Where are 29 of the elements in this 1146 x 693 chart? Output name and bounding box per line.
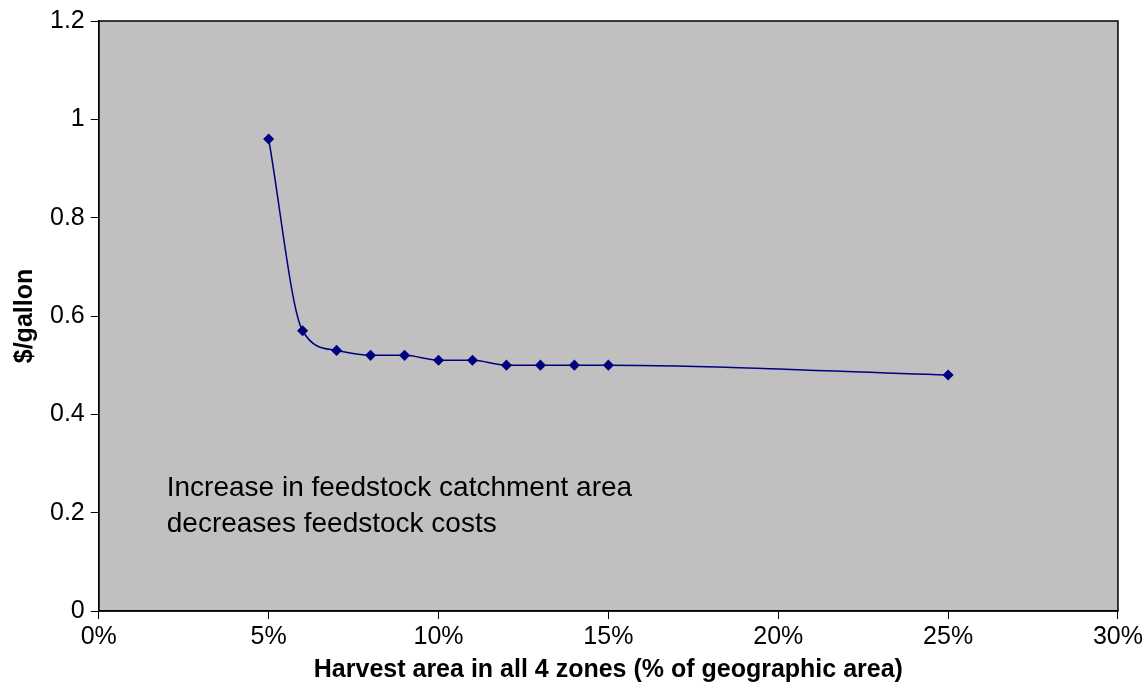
point [501,359,512,371]
y-tick-label: 0.8 [49,201,85,230]
x-tick-label: 5% [250,620,287,649]
point [942,369,954,381]
x-axis-title: Harvest area in all 4 zones (% of geographic area) [313,653,903,682]
point [297,325,308,336]
y-axis-title: $/gallon [8,268,37,364]
point [263,133,274,145]
y-tick-label: 0.6 [49,299,85,328]
point [603,359,614,371]
point [365,350,376,361]
x-tick-label: 15% [583,620,634,649]
point [433,355,444,366]
point [467,355,478,366]
x-tick-label: 25% [923,620,974,649]
x-tick-label: 0% [80,620,117,649]
y-tick-label: 0.2 [49,496,85,525]
point [535,359,546,371]
y-tick-label: 0 [70,594,85,623]
y-tick-label: 1.2 [49,4,85,33]
point [569,359,580,371]
point [331,345,342,356]
y-tick-label: 0.4 [49,398,85,427]
annotation: Increase in feedstock catchment area decreases feedstock costs [166,470,633,538]
point [399,350,410,361]
x-tick-label: 30% [1092,620,1144,649]
y-tick-label: 1 [70,103,85,132]
x-tick-label: 10% [413,620,464,649]
x-tick-label: 20% [753,620,804,649]
